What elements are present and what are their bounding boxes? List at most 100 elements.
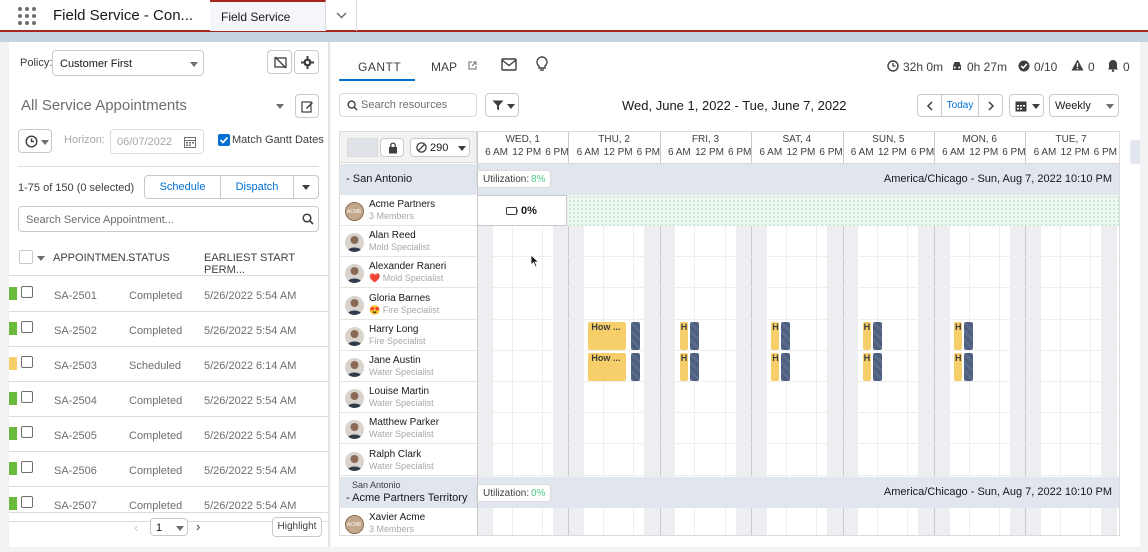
hour-gridline (724, 163, 726, 535)
tab-gantt[interactable]: GANTT (339, 56, 415, 81)
resource-row[interactable]: ACME Xavier Acme 3 Members (340, 508, 477, 535)
tab-gantt-label: GANTT (358, 60, 402, 74)
resource-row[interactable]: Harry Long Fire Specialist (340, 319, 477, 351)
prev-page-icon[interactable]: ‹ (134, 520, 139, 535)
service-appointment[interactable]: H (954, 353, 962, 381)
table-row[interactable]: SA-2506 Completed 5/26/2022 5:54 AM (9, 452, 329, 487)
travel-block[interactable] (781, 321, 791, 350)
table-row[interactable]: SA-2501 Completed 5/26/2022 5:54 AM (9, 277, 329, 312)
horizon-label: Horizon: (64, 134, 105, 146)
next-week-button[interactable] (978, 94, 1003, 117)
capacity-cell[interactable]: 0% (477, 195, 567, 226)
day-separator (751, 132, 753, 535)
policy-select[interactable]: Customer First (52, 50, 204, 76)
resource-row[interactable]: Alexander Raneri ❤️ Mold Specialist (340, 257, 477, 289)
resource-row[interactable]: Alan Reed Mold Specialist (340, 226, 477, 258)
lightbulb-icon[interactable] (536, 56, 550, 72)
travel-block[interactable] (781, 353, 791, 381)
view-value: Weekly (1055, 100, 1091, 112)
schedule-button[interactable]: Schedule (144, 175, 221, 199)
select-all-resources[interactable] (347, 138, 378, 157)
more-actions-button[interactable] (293, 175, 319, 199)
edit-list-button[interactable] (295, 94, 319, 118)
search-appointment-input[interactable]: Search Service Appointment... (18, 206, 319, 232)
resource-row[interactable]: Louise Martin Water Specialist (340, 382, 477, 414)
match-gantt-checkbox[interactable] (218, 134, 230, 146)
service-appointment[interactable]: H (679, 321, 688, 350)
column-status[interactable]: STATUS (128, 252, 170, 264)
filter-button[interactable] (485, 93, 519, 117)
app-launcher-icon[interactable] (17, 6, 37, 26)
service-appointment[interactable]: H (862, 353, 871, 381)
day-separator (842, 132, 844, 535)
tab-map[interactable]: MAP (431, 56, 486, 81)
date-picker-button[interactable] (1009, 94, 1044, 117)
caret-down-icon[interactable] (37, 256, 45, 261)
tab-field-service[interactable]: Field Service (210, 0, 326, 31)
today-button[interactable]: Today (941, 94, 979, 117)
row-checkbox[interactable] (21, 321, 33, 333)
travel-block[interactable] (872, 353, 882, 381)
table-row[interactable]: SA-2502 Completed 5/26/2022 5:54 AM (9, 312, 329, 347)
row-checkbox[interactable] (21, 286, 33, 298)
appointment-id[interactable]: SA-2505 (54, 430, 97, 442)
resource-row[interactable]: Ralph Clark Water Specialist (340, 444, 477, 476)
page-select[interactable]: 1 (150, 518, 188, 536)
travel-block[interactable] (631, 321, 641, 350)
dispatch-button[interactable]: Dispatch (220, 175, 294, 199)
tab-menu-button[interactable] (327, 0, 357, 31)
service-appointment[interactable]: H (771, 353, 780, 381)
appointment-id[interactable]: SA-2504 (54, 395, 97, 407)
side-panel-toggle[interactable] (1130, 140, 1140, 164)
hide-map-button[interactable] (267, 50, 292, 74)
list-view-caret-icon[interactable] (276, 104, 284, 109)
service-appointment[interactable]: H (954, 321, 962, 350)
column-earliest-start[interactable]: EARLIEST START PERM... (204, 252, 295, 276)
highlight-button[interactable]: Highlight (272, 517, 322, 537)
resource-row[interactable]: Gloria Barnes 😍 Fire Specialist (340, 288, 477, 320)
appointment-id[interactable]: SA-2507 (54, 500, 97, 512)
horizon-clock-button[interactable] (18, 129, 52, 153)
service-appointment[interactable]: H (771, 321, 780, 350)
appointment-id[interactable]: SA-2506 (54, 465, 97, 477)
appointment-id[interactable]: SA-2502 (54, 325, 97, 337)
email-icon[interactable] (501, 58, 519, 72)
select-all-checkbox[interactable] (19, 250, 33, 264)
horizon-date-input[interactable]: 06/07/2022 (110, 129, 204, 154)
service-appointment[interactable]: How ... (588, 353, 627, 381)
resource-row[interactable]: ACME Acme Partners 3 Members (340, 195, 477, 226)
travel-block[interactable] (689, 353, 699, 381)
travel-block[interactable] (631, 353, 641, 381)
column-appointment[interactable]: APPOINTMEN... (53, 252, 135, 264)
row-checkbox[interactable] (21, 391, 33, 403)
row-checkbox[interactable] (21, 461, 33, 473)
travel-block[interactable] (689, 321, 699, 350)
resource-row[interactable]: Jane Austin Water Specialist (340, 351, 477, 382)
lock-button[interactable] (380, 138, 404, 157)
avatar (345, 389, 364, 409)
resource-row[interactable]: Matthew Parker Water Specialist (340, 413, 477, 445)
prev-week-button[interactable] (917, 94, 942, 117)
resource-skill: Water Specialist (369, 398, 434, 408)
search-resources-input[interactable]: Search resources (339, 93, 477, 117)
appointment-id[interactable]: SA-2501 (54, 290, 97, 302)
appointment-id[interactable]: SA-2503 (54, 360, 97, 372)
view-select[interactable]: Weekly (1049, 94, 1119, 117)
list-title[interactable]: All Service Appointments (21, 97, 187, 114)
table-row[interactable]: SA-2505 Completed 5/26/2022 5:54 AM (9, 417, 329, 452)
resource-count-select[interactable]: 290 (410, 138, 470, 157)
caret-down-icon (302, 185, 310, 190)
next-page-icon[interactable]: › (196, 519, 201, 534)
table-row[interactable]: SA-2504 Completed 5/26/2022 5:54 AM (9, 382, 329, 417)
travel-block[interactable] (964, 353, 973, 381)
row-checkbox[interactable] (21, 496, 33, 508)
row-checkbox[interactable] (21, 426, 33, 438)
travel-block[interactable] (964, 321, 973, 350)
row-checkbox[interactable] (21, 356, 33, 368)
service-appointment[interactable]: How ... (588, 321, 627, 350)
service-appointment[interactable]: H (862, 321, 871, 350)
table-row[interactable]: SA-2503 Scheduled 5/26/2022 6:14 AM (9, 347, 329, 382)
service-appointment[interactable]: H (679, 353, 688, 381)
travel-block[interactable] (872, 321, 882, 350)
settings-button[interactable] (294, 50, 319, 74)
